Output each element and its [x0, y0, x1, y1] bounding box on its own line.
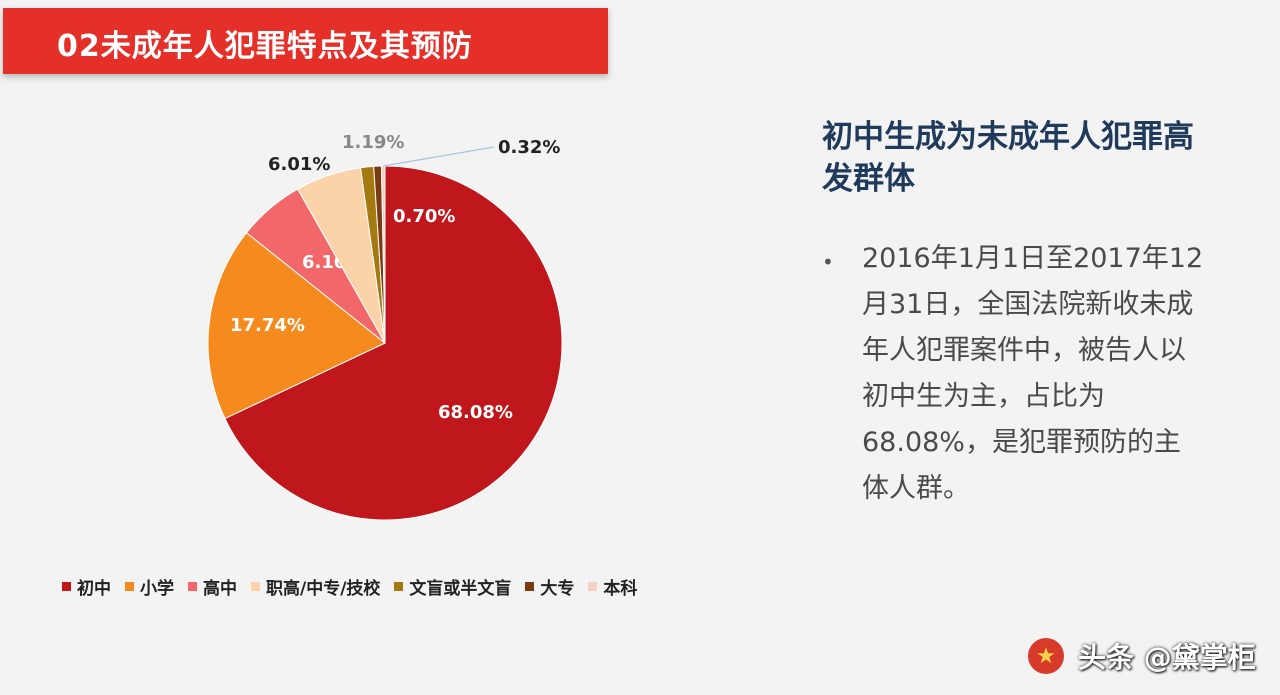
legend-swatch [188, 582, 197, 591]
watermark: ★ 头条 @黛掌柜 [1028, 636, 1256, 676]
legend-label: 小学 [140, 579, 174, 599]
legend-label: 初中 [77, 579, 111, 599]
bullet-dot: • [822, 250, 834, 274]
legend-item-0: 初中 [62, 574, 111, 599]
watermark-text: 头条 @黛掌柜 [1078, 641, 1256, 674]
legend-label: 大专 [540, 579, 575, 599]
legend-item-1: 小学 [125, 574, 174, 599]
pie-slice-0 [224, 165, 563, 521]
legend-item-5: 大专 [525, 574, 574, 599]
legend-label: 文盲或半文盲 [409, 579, 512, 599]
pie-chart: 68.08%17.74%6.10%6.01%1.19%0.70%0.32% [207, 132, 563, 521]
legend-swatch [125, 582, 134, 591]
slice-label-0: 68.08% [438, 402, 513, 423]
slice-label-4: 1.19% [342, 132, 404, 153]
page-title: 02未成年人犯罪特点及其预防 [57, 29, 473, 64]
legend-swatch [588, 582, 598, 591]
legend-label: 职高/中专/技校 [266, 579, 381, 599]
side-headline: 初中生成为未成年人犯罪高发群体 [822, 119, 1194, 197]
legend-swatch [525, 582, 535, 591]
slice-label-1: 17.74% [230, 315, 305, 336]
side-body-text: 2016年1月1日至2017年12月31日，全国法院新收未成年人犯罪案件中，被告… [862, 243, 1204, 504]
legend-item-6: 本科 [588, 574, 637, 599]
slice-label-3: 6.01% [268, 154, 330, 175]
legend-swatch [394, 582, 404, 591]
slice-label-5: 0.70% [393, 206, 455, 227]
legend-item-3: 职高/中专/技校 [251, 574, 380, 599]
legend-item-2: 高中 [188, 574, 237, 599]
legend-swatch [251, 582, 260, 591]
slice-label-6: 0.32% [498, 137, 560, 158]
emblem-icon: ★ [1028, 638, 1064, 674]
leader-line [383, 146, 495, 167]
legend-item-4: 文盲或半文盲 [394, 574, 511, 599]
chart-legend: 初中 小学 高中 职高/中专/技校 文盲或半文盲 大专 本科 [62, 574, 651, 599]
legend-label: 本科 [603, 579, 638, 599]
legend-label: 高中 [203, 579, 237, 599]
pie-slice-1 [207, 232, 386, 420]
title-banner: 02未成年人犯罪特点及其预防 [3, 8, 608, 74]
legend-swatch [62, 582, 71, 591]
